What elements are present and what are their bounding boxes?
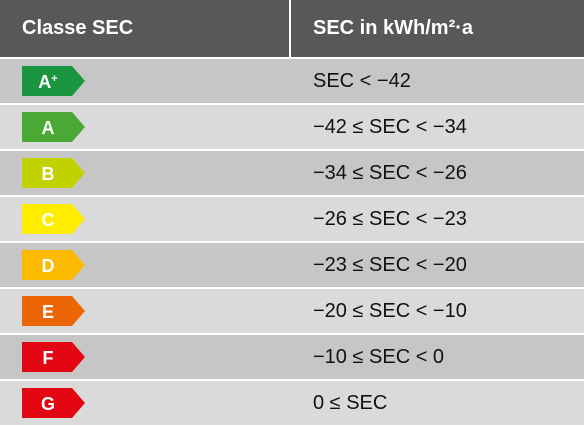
badge-arrow [22,342,85,372]
class-cell: A+ [0,59,289,103]
table-row: E −20 ≤ SEC < −10 [0,289,584,333]
range-cell: −23 ≤ SEC < −20 [313,253,467,276]
table-row: D −23 ≤ SEC < −20 [0,243,584,287]
class-badge: D [22,250,85,280]
class-letter: G [41,394,55,414]
table-row: F −10 ≤ SEC < 0 [0,335,584,379]
class-badge: E [22,296,85,326]
class-cell: E [0,289,289,333]
class-cell: B [0,151,289,195]
class-label: D [42,256,55,276]
class-badge: C [22,204,85,234]
header-cell: SEC in kWh/m²·a [291,0,584,57]
badge-arrow [22,204,85,234]
class-cell: A [0,105,289,149]
class-cell: D [0,243,289,287]
table-row: B −34 ≤ SEC < −26 [0,151,584,195]
header-row: Classe SEC SEC in kWh/m²·a [0,0,584,57]
table-row: C −26 ≤ SEC < −23 [0,197,584,241]
header-cell: Classe SEC [0,0,289,57]
range-cell: 0 ≤ SEC [313,391,388,414]
class-letter: D [42,256,55,276]
range-cell: −26 ≤ SEC < −23 [313,207,467,230]
class-letter: A [38,72,51,92]
class-label: F [43,348,54,368]
class-label: G [41,394,55,414]
class-badge: B [22,158,85,188]
range-cell: −10 ≤ SEC < 0 [313,345,445,368]
badge-arrow [22,112,85,142]
class-cell: G [0,381,289,425]
badge-arrow [22,158,85,188]
badge-arrow [22,250,85,280]
badge-arrow [22,388,85,418]
class-label: B [42,164,55,184]
table-row: A+ SEC < −42 [0,59,584,103]
badge-arrow [22,66,85,96]
class-badge: F [22,342,85,372]
class-label: A [42,118,55,138]
table-row: A −42 ≤ SEC < −34 [0,105,584,149]
range-cell: SEC < −42 [313,69,411,92]
class-letter: B [42,164,55,184]
class-cell: C [0,197,289,241]
class-letter: F [43,348,54,368]
class-label: E [42,302,54,322]
range-cell: −20 ≤ SEC < −10 [313,299,467,322]
class-cell: F [0,335,289,379]
class-label: C [42,210,55,230]
class-letter: A [42,118,55,138]
class-badge: G [22,388,85,418]
class-letter: E [42,302,54,322]
class-label: A+ [38,72,57,92]
class-letter: C [42,210,55,230]
badge-arrow [22,296,85,326]
class-badge: A [22,112,85,142]
class-badge: A+ [22,66,85,96]
range-cell: −42 ≤ SEC < −34 [313,115,467,138]
range-cell: −34 ≤ SEC < −26 [313,161,467,184]
class-sup: + [51,73,57,85]
table-row: G 0 ≤ SEC [0,381,584,425]
